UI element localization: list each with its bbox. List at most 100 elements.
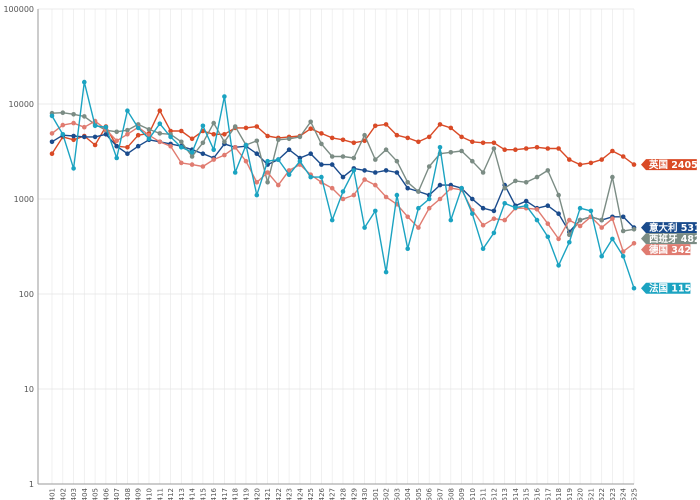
x-tick-label: 507 — [437, 488, 445, 500]
data-point — [103, 132, 109, 137]
data-point — [437, 196, 443, 202]
x-tick-label: 523 — [609, 488, 617, 500]
data-point — [383, 269, 389, 275]
end-label-badge — [641, 159, 697, 171]
data-point — [480, 222, 486, 228]
x-tick-label: 425 — [307, 488, 315, 500]
y-tick-label: 10000 — [9, 100, 34, 109]
end-label-badge — [641, 244, 691, 256]
x-tick-label: 518 — [555, 488, 563, 500]
data-point — [556, 146, 561, 151]
data-point — [523, 198, 529, 204]
data-point — [49, 151, 55, 156]
data-point — [157, 139, 163, 145]
x-tick-label: 521 — [587, 488, 595, 500]
x-tick-label: 415 — [199, 488, 207, 500]
x-tick-label: 405 — [92, 488, 100, 500]
data-point — [426, 196, 432, 202]
data-point — [157, 121, 163, 126]
data-point — [383, 147, 389, 152]
data-point — [620, 214, 626, 220]
x-tick-label: 420 — [253, 488, 261, 500]
end-label-badge — [641, 222, 697, 234]
data-point — [534, 217, 540, 223]
data-point — [448, 185, 454, 191]
data-point — [491, 216, 497, 221]
data-point — [362, 138, 367, 144]
data-point — [373, 182, 378, 188]
x-tick-label: 401 — [49, 488, 57, 500]
series-lines — [49, 79, 637, 291]
x-tick-label: 512 — [490, 488, 498, 500]
data-point — [480, 205, 486, 211]
data-point — [243, 125, 249, 131]
x-tick-label: 424 — [296, 487, 304, 500]
data-point — [125, 132, 130, 137]
data-point — [82, 79, 87, 85]
x-tick-label: 429 — [350, 488, 358, 500]
data-point — [394, 132, 400, 138]
data-point — [157, 108, 163, 113]
data-point — [448, 150, 454, 155]
data-point — [92, 134, 98, 140]
x-tick-label: 409 — [135, 488, 143, 500]
data-point — [276, 137, 281, 143]
data-point — [200, 123, 206, 129]
data-point — [179, 160, 184, 166]
x-tick-label: 503 — [393, 488, 401, 500]
data-point — [189, 150, 195, 155]
data-point — [502, 185, 508, 191]
data-point — [211, 147, 216, 152]
data-point — [502, 147, 508, 152]
x-tick-label: 519 — [566, 488, 574, 500]
data-point — [523, 203, 529, 208]
x-tick-label: 524 — [620, 487, 628, 500]
data-point — [319, 141, 324, 147]
data-point — [631, 285, 637, 291]
data-point — [416, 139, 421, 145]
end-label-badge — [641, 282, 691, 294]
data-point — [351, 192, 357, 198]
data-point — [577, 223, 583, 229]
data-point — [297, 155, 303, 161]
x-tick-label: 404 — [81, 487, 89, 500]
data-point — [620, 253, 626, 259]
data-point — [383, 194, 389, 200]
data-point — [146, 127, 152, 132]
data-point — [599, 253, 604, 259]
data-point — [232, 145, 238, 150]
data-point — [373, 123, 378, 129]
data-point — [470, 196, 475, 202]
data-point — [232, 124, 238, 129]
data-point — [297, 158, 303, 164]
data-point — [351, 168, 357, 173]
data-point — [394, 158, 400, 164]
data-point — [545, 146, 551, 151]
data-point — [71, 120, 76, 126]
data-point — [232, 170, 238, 175]
data-point — [394, 170, 400, 175]
data-point — [114, 155, 119, 161]
data-point — [308, 151, 314, 156]
data-point — [599, 217, 604, 223]
x-tick-label: 418 — [232, 488, 240, 500]
data-point — [556, 236, 561, 242]
data-point — [319, 174, 324, 180]
data-point — [329, 185, 335, 191]
data-point — [373, 208, 378, 214]
data-point — [448, 125, 454, 131]
data-point — [254, 192, 260, 198]
data-point — [211, 132, 216, 137]
data-point — [513, 178, 518, 184]
data-point — [125, 108, 130, 113]
x-tick-label: 511 — [480, 488, 488, 500]
x-tick-label: 508 — [447, 488, 455, 500]
x-tick-label: 413 — [178, 488, 186, 500]
data-point — [265, 170, 270, 175]
data-point — [523, 180, 529, 185]
x-tick-label: 419 — [243, 488, 251, 500]
y-tick-label: 100 — [19, 290, 34, 299]
data-point — [211, 157, 216, 162]
